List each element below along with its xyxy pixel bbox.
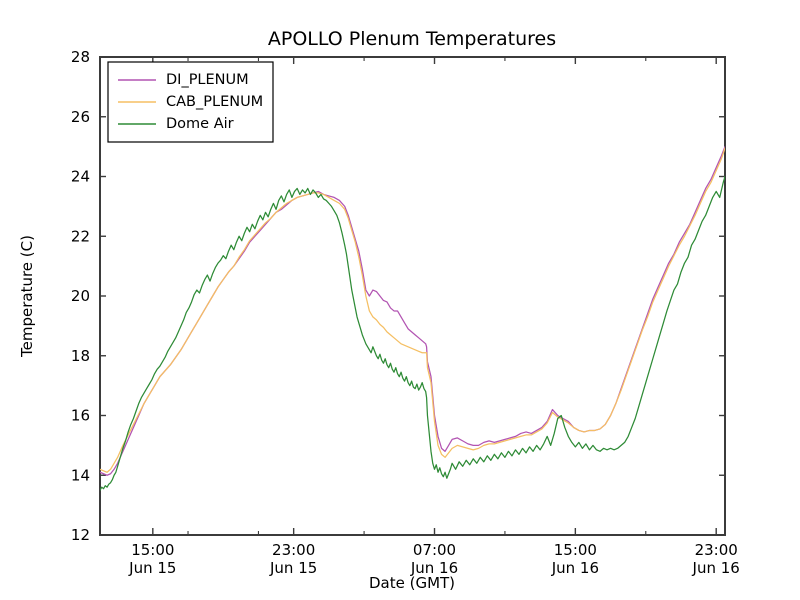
y-tick-label: 12 (71, 526, 90, 544)
legend-label-cab-plenum[interactable]: CAB_PLENUM (166, 94, 263, 110)
y-tick-label: 28 (71, 48, 90, 66)
y-tick-label: 18 (71, 347, 90, 365)
y-tick-label: 16 (71, 407, 90, 425)
y-axis-title: Temperature (C) (18, 235, 36, 358)
y-tick-label: 14 (71, 466, 90, 484)
legend-label-dome-air[interactable]: Dome Air (166, 116, 234, 132)
y-tick-label: 20 (71, 287, 90, 305)
x-tick-label-time: 15:00 (554, 541, 597, 559)
series-line-dome-air (100, 175, 725, 491)
y-tick-label: 26 (71, 108, 90, 126)
x-tick-label-date: Jun 15 (269, 559, 317, 577)
y-axis-ticks: 12 14 16 18 20 22 24 26 28 (71, 48, 725, 544)
x-tick-label-time: 15:00 (131, 541, 174, 559)
y-tick-label: 24 (71, 168, 90, 186)
legend-label-di-plenum[interactable]: DI_PLENUM (166, 72, 249, 88)
chart-title: APOLLO Plenum Temperatures (268, 28, 556, 50)
x-tick-label-date: Jun 16 (551, 559, 599, 577)
data-series-group (100, 146, 725, 491)
x-tick-label-time: 07:00 (413, 541, 456, 559)
series-line-cab-plenum (100, 147, 725, 473)
x-axis-title: Date (GMT) (369, 574, 455, 592)
x-tick-label-date: Jun 16 (410, 559, 458, 577)
x-tick-label-date: Jun 15 (128, 559, 176, 577)
x-tick-label-time: 23:00 (695, 541, 738, 559)
chart-legend[interactable]: DI_PLENUM CAB_PLENUM Dome Air (107, 61, 274, 143)
x-tick-label-date: Jun 16 (692, 559, 740, 577)
y-tick-label: 22 (71, 227, 90, 245)
x-tick-label-time: 23:00 (272, 541, 315, 559)
